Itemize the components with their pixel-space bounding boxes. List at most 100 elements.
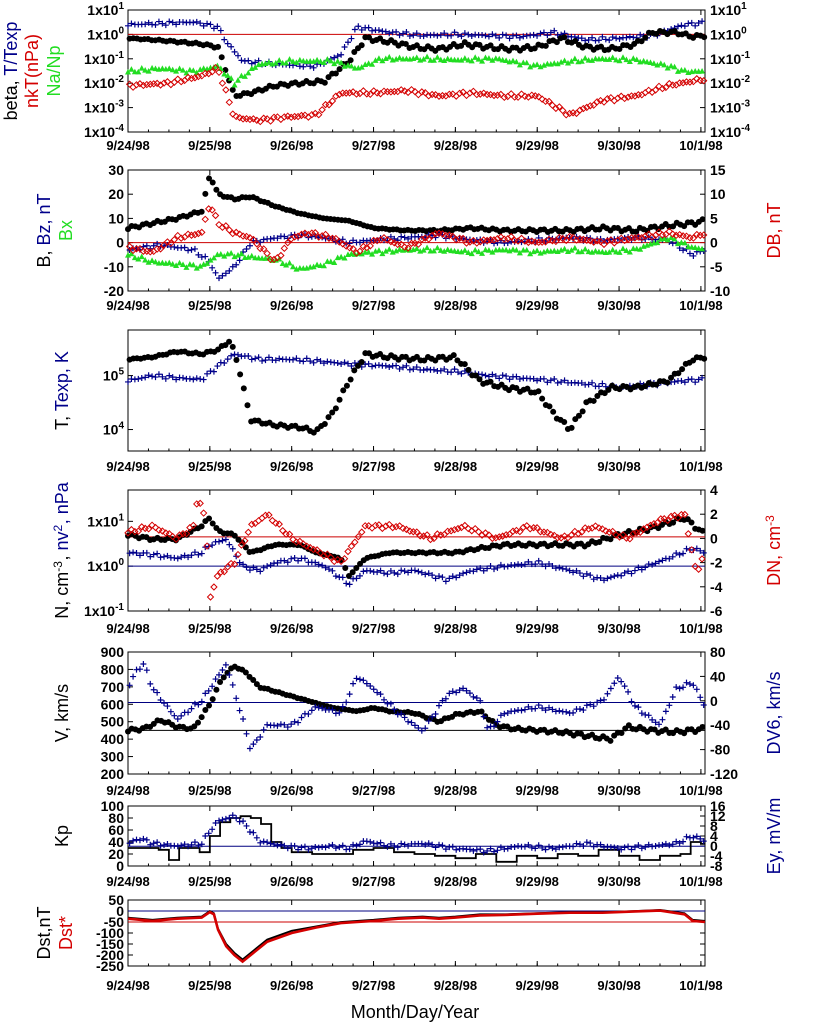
data-point [246, 745, 253, 752]
data-point [449, 573, 456, 580]
data-point [226, 671, 233, 678]
data-point [477, 236, 484, 243]
data-point [645, 561, 652, 568]
data-point [683, 679, 690, 686]
data-point [492, 32, 499, 39]
data-point [367, 683, 374, 690]
data-point [571, 244, 578, 251]
data-point [439, 574, 446, 581]
data-point [662, 708, 669, 715]
data-point [195, 551, 202, 558]
data-point [142, 67, 149, 73]
data-point [239, 115, 247, 123]
data-point [356, 247, 364, 255]
data-point [413, 54, 420, 61]
data-point [456, 687, 463, 694]
data-point [375, 362, 382, 369]
data-point [369, 61, 376, 67]
x-tick-label: 9/28/98 [434, 621, 477, 636]
data-point [145, 372, 152, 379]
data-point [212, 676, 219, 683]
x-tick-label: 9/27/98 [352, 621, 395, 636]
data-point [185, 247, 192, 254]
data-point [132, 81, 141, 89]
data-point [233, 261, 240, 268]
data-point [332, 234, 340, 243]
data-point [454, 31, 461, 38]
data-point [669, 694, 676, 701]
data-point [198, 841, 205, 848]
data-point [578, 379, 585, 386]
data-point [434, 244, 441, 251]
data-point [200, 65, 207, 71]
data-point [511, 562, 518, 569]
data-point [135, 255, 142, 262]
data-point [686, 680, 693, 687]
data-point [621, 569, 628, 576]
data-point [271, 722, 278, 729]
data-point [320, 262, 327, 269]
data-point [482, 54, 489, 61]
data-point [607, 685, 614, 692]
data-point [670, 519, 677, 526]
data-point [341, 359, 348, 366]
data-point [352, 90, 361, 98]
data-point [476, 376, 483, 383]
data-point [563, 708, 570, 715]
data-point [366, 242, 374, 250]
data-series [124, 499, 706, 601]
data-point [375, 55, 382, 61]
data-point [245, 57, 252, 64]
data-point [473, 566, 480, 573]
data-point [543, 528, 552, 537]
data-point [229, 86, 236, 93]
data-point [637, 31, 644, 38]
data-point [515, 561, 522, 568]
data-point [573, 567, 580, 574]
data-point [394, 844, 401, 851]
data-point [191, 839, 198, 846]
data-point [281, 233, 288, 240]
data-point [200, 22, 207, 29]
data-point [485, 531, 493, 539]
data-point [658, 231, 667, 239]
data-point [257, 733, 264, 740]
data-point [223, 563, 232, 571]
data-point [500, 93, 509, 102]
data-point [279, 260, 286, 266]
data-point [199, 509, 208, 517]
data-point [374, 840, 381, 847]
data-point [681, 67, 688, 73]
data-point [419, 532, 428, 540]
data-point [162, 375, 169, 382]
x-tick-label: 9/29/98 [516, 783, 559, 798]
data-point [331, 259, 338, 266]
data-point [680, 684, 687, 691]
data-point [280, 244, 289, 253]
data-point [465, 56, 472, 63]
data-point [527, 63, 534, 70]
data-point [146, 80, 154, 88]
data-point [578, 248, 585, 255]
data-point [614, 675, 621, 682]
data-point [430, 534, 438, 543]
data-point [201, 215, 209, 224]
data-point [424, 235, 433, 243]
x-tick-label: 9/24/98 [106, 783, 149, 798]
data-point [143, 836, 150, 843]
data-point [346, 691, 353, 698]
data-point [424, 244, 431, 251]
y-tick-label: 40 [710, 668, 726, 684]
data-point [363, 680, 370, 687]
data-point [556, 564, 563, 571]
data-point [377, 839, 384, 846]
data-point [346, 240, 353, 247]
data-point [617, 234, 625, 243]
data-point [332, 573, 339, 580]
data-point [225, 226, 234, 234]
data-point [143, 549, 150, 556]
data-point [327, 258, 334, 265]
data-point [631, 844, 638, 851]
data-point [190, 376, 197, 383]
data-point [135, 375, 142, 382]
